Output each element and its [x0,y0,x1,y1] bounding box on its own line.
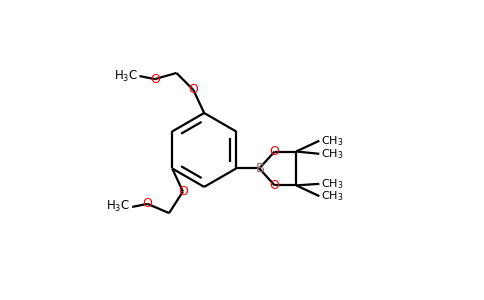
Text: CH$_3$: CH$_3$ [321,177,343,191]
Text: H$_3$C: H$_3$C [114,68,138,84]
Text: O: O [178,185,188,198]
Text: B: B [256,162,265,175]
Text: H$_3$C: H$_3$C [106,200,131,214]
Text: O: O [150,73,160,85]
Text: CH$_3$: CH$_3$ [321,189,343,203]
Text: O: O [270,179,280,192]
Text: CH$_3$: CH$_3$ [321,134,343,148]
Text: CH$_3$: CH$_3$ [321,147,343,161]
Text: O: O [188,83,198,96]
Text: O: O [143,197,152,210]
Text: O: O [270,145,280,158]
